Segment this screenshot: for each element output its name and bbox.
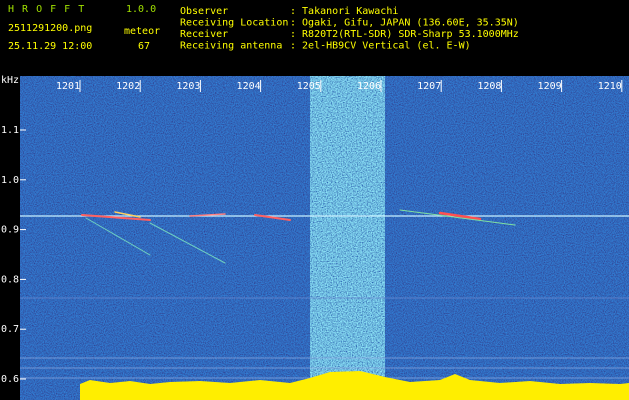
- app-version: 1.0.0: [126, 4, 156, 15]
- app-title: H R O F F T: [8, 4, 85, 15]
- x-tick-label: 1205: [297, 81, 321, 92]
- meteor-traces: [81, 209, 516, 264]
- mode: meteor: [124, 26, 160, 37]
- meteor-trace: [399, 209, 516, 226]
- meteor-trace: [438, 211, 482, 221]
- x-tick-label: 1203: [176, 81, 200, 92]
- y-tick-label: 1.0: [1, 175, 19, 186]
- meteor-trace: [189, 213, 226, 217]
- datetime: 25.11.29 12:00: [8, 41, 92, 52]
- y-tick-label: 1.1: [1, 125, 19, 136]
- x-tick-label: 1204: [237, 81, 261, 92]
- info-label: Receiver: [180, 29, 228, 40]
- x-tick-label: 1209: [538, 81, 562, 92]
- x-tick-label: 1202: [116, 81, 140, 92]
- meteor-trace: [114, 211, 141, 218]
- filename: 2511291200.png: [8, 23, 92, 34]
- meteor-trace: [254, 214, 291, 221]
- meteor-trace: [85, 217, 151, 256]
- x-tick-label: 1206: [357, 81, 381, 92]
- y-tick-label: 0.8: [1, 274, 19, 285]
- noise-band: [310, 76, 385, 400]
- x-tick-label: 1201: [56, 81, 80, 92]
- x-tick-label: 1207: [417, 81, 441, 92]
- info-label: Observer: [180, 6, 228, 17]
- amplitude-band: [80, 371, 629, 400]
- y-tick-label: 0.7: [1, 324, 19, 335]
- info-label: Receiving Location: [180, 18, 288, 29]
- info-value: : R820T2(RTL-SDR) SDR-Sharp 53.1000MHz: [290, 29, 519, 40]
- count: 67: [138, 41, 150, 52]
- y-tick-label: 0.6: [1, 374, 19, 385]
- x-tick-label: 1208: [477, 81, 501, 92]
- info-value: : Ogaki, Gifu, JAPAN (136.60E, 35.35N): [290, 18, 519, 29]
- y-tick-label: 0.9: [1, 225, 19, 236]
- info-value: : Takanori Kawachi: [290, 6, 398, 17]
- info-label: Receiving antenna: [180, 41, 282, 52]
- y-unit: kHz: [1, 75, 19, 86]
- info-value: : 2el-HB9CV Vertical (el. E-W): [290, 41, 471, 52]
- meteor-trace: [81, 214, 151, 221]
- meteor-trace: [149, 222, 226, 264]
- x-tick-label: 1210: [598, 81, 622, 92]
